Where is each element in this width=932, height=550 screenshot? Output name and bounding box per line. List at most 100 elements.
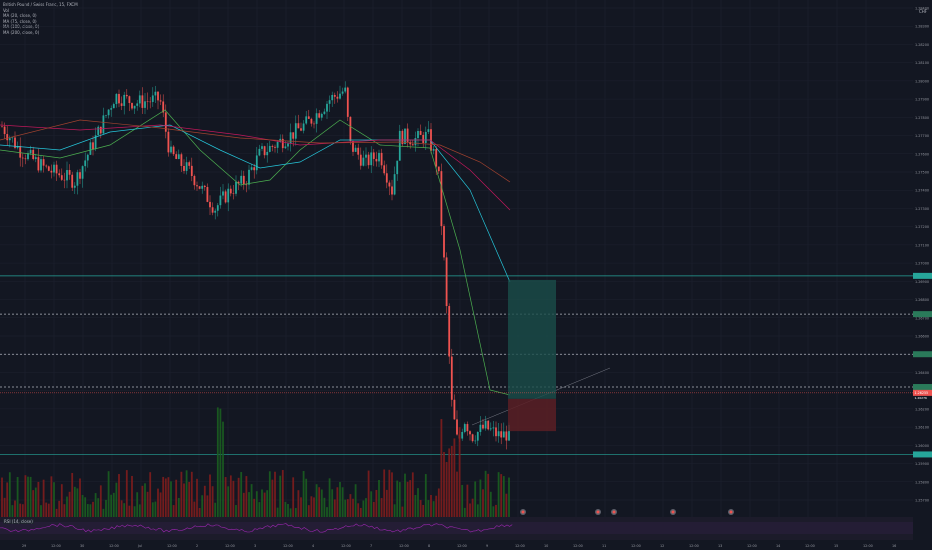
candle-body xyxy=(131,103,133,109)
time-tick: 12:00 xyxy=(51,544,61,548)
price-tick: 1.28100 xyxy=(915,61,929,65)
candle-body xyxy=(385,173,388,183)
price-tick: 1.26100 xyxy=(915,426,929,430)
candle-body xyxy=(242,175,245,185)
volume-bar xyxy=(34,487,37,517)
time-tick: 10 xyxy=(544,544,548,548)
candle-body xyxy=(3,126,6,135)
price-axis[interactable]: 1.28400 1.28300 1.28200 1.28100 1.28000 1.279… xyxy=(913,0,932,550)
volume-bar xyxy=(214,502,217,517)
volume-bar xyxy=(476,504,479,517)
price-tick: 1.27800 xyxy=(915,116,929,120)
volume-bar xyxy=(445,462,448,517)
rsi-line xyxy=(0,523,513,533)
ma-legend-75[interactable]: MA (75, close, 0) xyxy=(3,18,37,24)
candle-body xyxy=(81,166,84,179)
candle-body xyxy=(177,154,180,159)
candle-body xyxy=(118,93,120,104)
candle-body xyxy=(502,431,505,438)
candle-body xyxy=(487,420,490,430)
candle-body xyxy=(268,145,271,152)
time-tick: 12:00 xyxy=(573,544,583,548)
volume-bar xyxy=(89,504,92,517)
price-chart[interactable] xyxy=(0,0,913,517)
candle-body xyxy=(196,185,198,187)
volume-bar xyxy=(172,505,175,517)
volume-bar xyxy=(203,485,206,517)
volume-bar xyxy=(328,478,331,517)
volume-bar xyxy=(346,499,349,517)
candle-body xyxy=(495,427,497,437)
candle-body xyxy=(391,186,393,195)
volume-bar xyxy=(97,498,100,517)
ma-legend-20[interactable]: MA (20, close, 0) xyxy=(3,13,37,19)
candle-body xyxy=(422,134,425,143)
symbol-title[interactable]: British Pound / Swiss Franc, 15, FXCM xyxy=(3,2,78,7)
price-tick: 1.27600 xyxy=(915,152,929,156)
volume-bar xyxy=(219,408,222,517)
volume-bar xyxy=(164,478,167,517)
vol-legend[interactable]: Vol xyxy=(3,7,9,13)
candle-body xyxy=(50,170,53,173)
candle-body xyxy=(229,188,232,194)
candle-body xyxy=(136,103,139,106)
current-price-box xyxy=(913,389,932,396)
volume-bar xyxy=(318,487,321,517)
volume-bar xyxy=(94,493,97,517)
volume-bar xyxy=(42,479,45,517)
candle-body xyxy=(120,103,123,106)
candle-body xyxy=(489,428,492,430)
volume-bar xyxy=(79,478,81,517)
volume-bar xyxy=(463,507,466,517)
volume-bar xyxy=(99,485,102,517)
volume-bar xyxy=(474,481,477,517)
candle-body xyxy=(440,171,443,227)
candle-body xyxy=(232,193,235,195)
volume-bar xyxy=(276,507,279,517)
event-marker-flag xyxy=(612,510,616,514)
volume-bar xyxy=(435,495,438,517)
volume-bar xyxy=(50,476,53,517)
volume-bar xyxy=(154,501,157,517)
ma-legend-100[interactable]: MA (100, close, 0) xyxy=(3,24,40,30)
volume-bar xyxy=(92,501,94,517)
volume-bar xyxy=(310,496,313,517)
candle-body xyxy=(476,431,479,441)
ma-legend-200[interactable]: MA (200, close, 0) xyxy=(3,29,40,35)
volume-bar xyxy=(300,497,302,517)
candle-body xyxy=(37,157,40,171)
candle-body xyxy=(167,131,170,153)
candle-body xyxy=(14,137,16,148)
volume-bar xyxy=(294,508,297,517)
candle-body xyxy=(11,137,14,139)
volume-bar xyxy=(32,490,35,517)
candle-body xyxy=(430,129,432,151)
volume-bar xyxy=(508,477,510,517)
volume-bar xyxy=(489,491,492,517)
ma-75-line xyxy=(0,124,511,283)
candle-body xyxy=(471,434,474,442)
candle-body xyxy=(336,96,339,99)
volume-bar xyxy=(159,492,162,517)
price-tick: 1.26200 xyxy=(915,407,929,411)
volume-bar xyxy=(86,504,89,517)
volume-bar xyxy=(419,500,422,517)
candle-body xyxy=(235,181,237,194)
candle-body xyxy=(105,115,107,116)
rsi-pane[interactable] xyxy=(0,517,913,540)
volume-bar xyxy=(128,505,131,517)
candle-body xyxy=(346,87,349,117)
candle-body xyxy=(107,109,110,116)
volume-bar xyxy=(177,497,180,517)
time-axis[interactable]: 29 12:00 30 12:00 Jul 12:00 2 12:00 3 12:00 4 12:00… xyxy=(0,540,913,550)
event-5-icon xyxy=(728,509,734,515)
volume-bar xyxy=(305,478,308,517)
volume-bar xyxy=(409,480,412,517)
candle-body xyxy=(276,141,279,148)
volume-bar xyxy=(456,471,458,517)
price-tick: 1.28000 xyxy=(915,79,929,83)
candle-body xyxy=(323,111,326,114)
candle-body xyxy=(435,149,438,167)
candle-body xyxy=(53,164,55,173)
candle-body xyxy=(138,95,141,104)
